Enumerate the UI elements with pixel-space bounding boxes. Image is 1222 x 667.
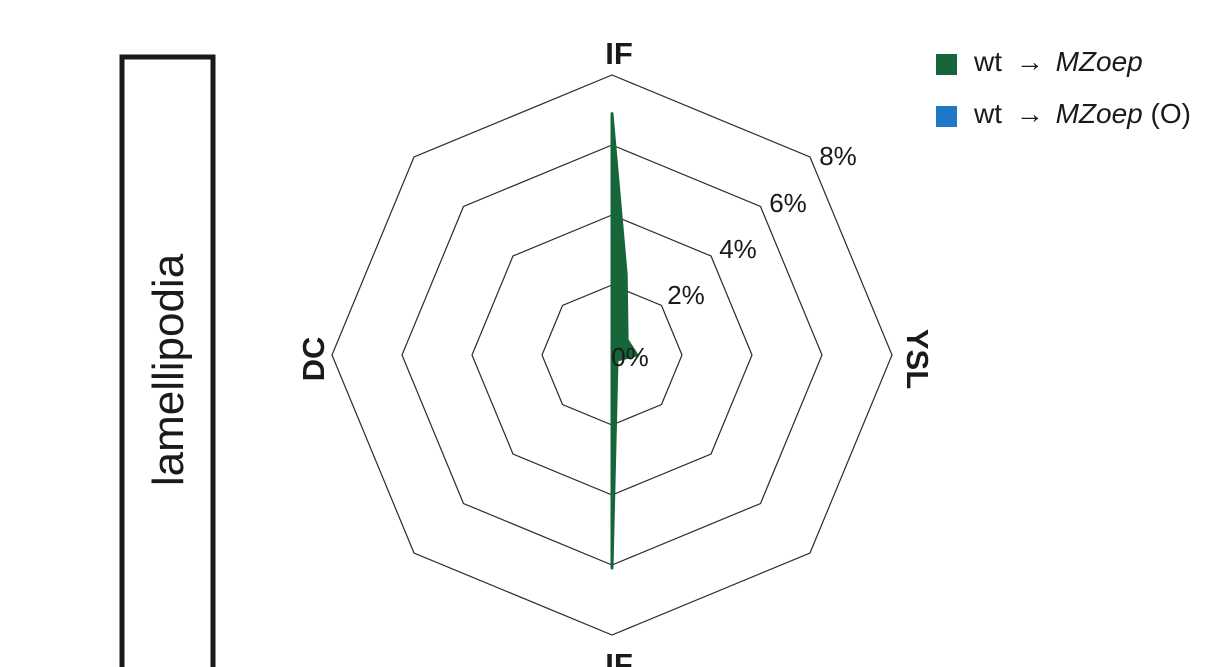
axis-label-left: DC — [296, 337, 331, 382]
svg-text:wt → MZoep: wt → MZoep (O) — [973, 98, 1191, 129]
legend-italic-2: MZoep — [1056, 98, 1143, 129]
legend-item-1: wt → MZoep — [936, 46, 1143, 77]
legend-suffix-2: (O) — [1151, 98, 1191, 129]
tick-label-1: 2% — [667, 280, 705, 310]
svg-text:wt → MZoep: wt → MZoep — [973, 46, 1143, 77]
legend-arrow-2: → — [1016, 98, 1044, 129]
legend-prefix-1: wt — [973, 46, 1002, 77]
legend-item-2: wt → MZoep (O) — [936, 98, 1191, 129]
legend-arrow-1: → — [1016, 46, 1044, 77]
tick-label-3: 6% — [769, 188, 807, 218]
series-shape-1 — [610, 112, 639, 570]
legend-italic-1: MZoep — [1056, 46, 1143, 77]
legend-swatch-1 — [936, 54, 957, 75]
axis-label-right: YSL — [900, 329, 935, 389]
tick-label-4: 8% — [819, 141, 857, 171]
series-layer — [610, 112, 639, 570]
axis-label-top: IF — [605, 36, 633, 71]
legend-swatch-2 — [936, 106, 957, 127]
axis-label-bottom: IF — [605, 647, 633, 667]
tick-labels: 0% 2% 4% 6% 8% — [611, 141, 857, 372]
legend: wt → MZoep wt → MZoep (O) — [936, 46, 1191, 129]
legend-prefix-2: wt — [973, 98, 1002, 129]
tick-label-0: 0% — [611, 342, 649, 372]
panel-label-box — [119, 54, 216, 667]
tick-label-2: 4% — [719, 234, 757, 264]
panel-label: lamellipodia — [144, 253, 193, 486]
grid-ring-8 — [331, 74, 893, 636]
